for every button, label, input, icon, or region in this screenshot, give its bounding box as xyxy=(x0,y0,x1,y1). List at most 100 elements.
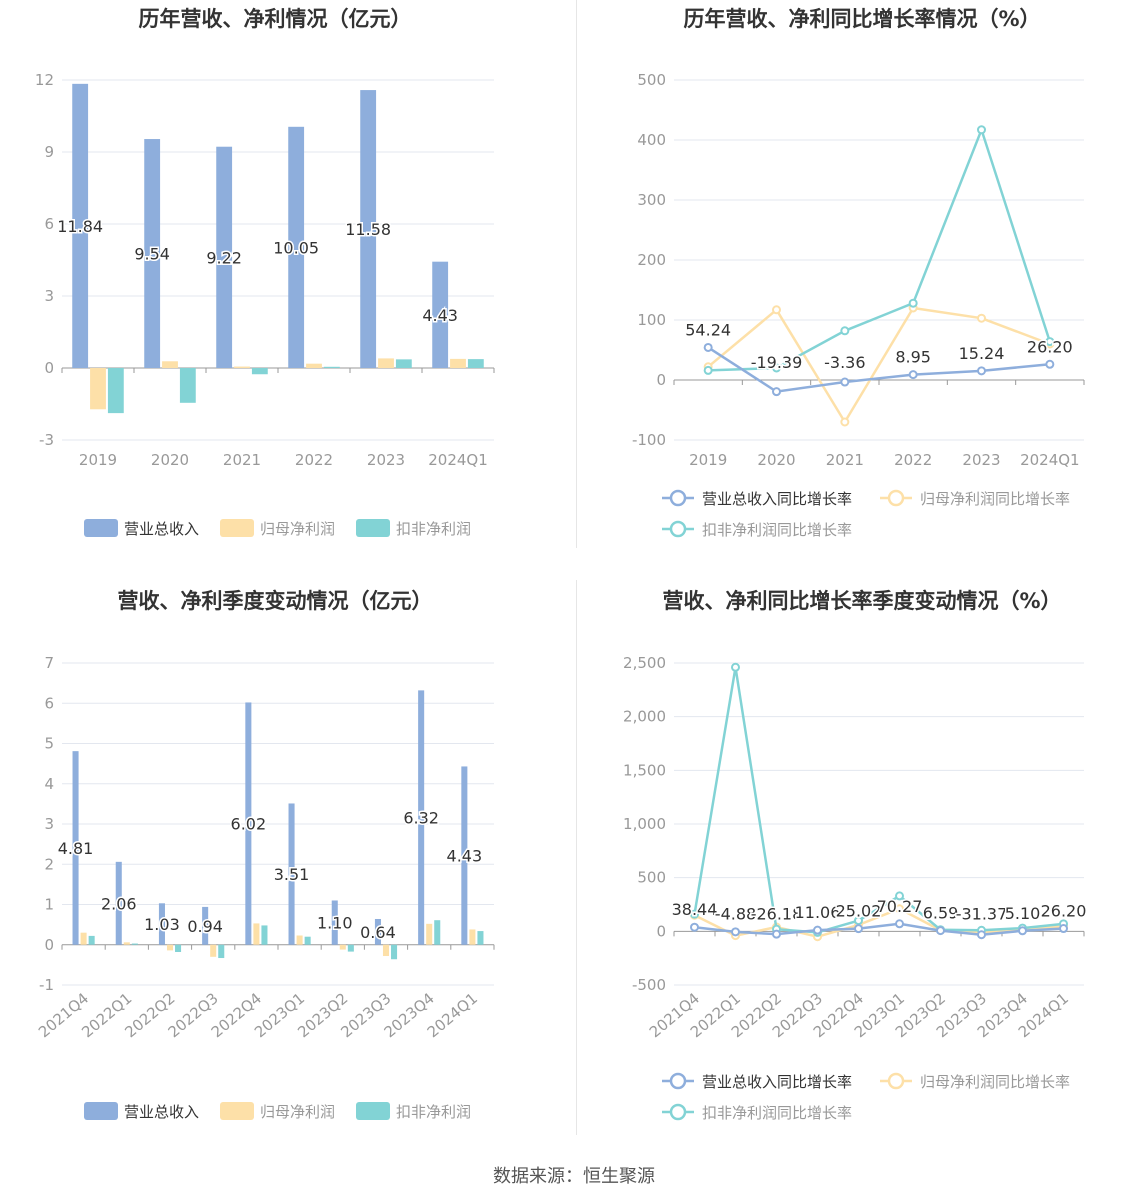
legend-swatch-marker xyxy=(887,1072,905,1090)
series-point xyxy=(840,417,850,427)
data-label: -3.36 xyxy=(824,353,865,372)
data-label: 1.10 xyxy=(317,914,353,933)
y-tick-label: 2,000 xyxy=(623,708,666,726)
x-tick-label: 2022 xyxy=(894,451,932,469)
series-point xyxy=(731,662,740,672)
data-label: 9.54 xyxy=(134,245,170,264)
y-tick-label: 300 xyxy=(637,191,666,209)
legend-swatch xyxy=(220,519,254,537)
bar xyxy=(323,366,340,368)
legend-swatch xyxy=(84,1102,118,1120)
series-point xyxy=(813,925,822,935)
bar xyxy=(477,931,484,945)
vertical-divider xyxy=(576,580,577,1135)
legend-label: 营业总收入同比增长率 xyxy=(702,1073,852,1091)
data-label: 11.06 xyxy=(795,903,841,922)
annual-amounts-svg: 历年营收、净利情况（亿元） -3 0 3 6 9 12 2019 2020 2021 2022 20… xyxy=(35,7,495,538)
series-point xyxy=(703,365,713,375)
chart-quarterly-growth: 营收、净利同比增长率季度变动情况（%） -500 0 500 1,000 1,500 2,… xyxy=(576,580,1148,1150)
legend-swatch-marker xyxy=(669,520,687,538)
bar xyxy=(374,918,381,945)
bar xyxy=(395,359,412,368)
series-point xyxy=(1045,337,1055,347)
y-tick-label: -3 xyxy=(39,431,54,449)
bar xyxy=(245,702,252,945)
bar xyxy=(467,359,484,368)
series-point xyxy=(703,342,713,352)
vertical-divider xyxy=(576,0,577,548)
series-point xyxy=(1045,359,1055,369)
data-label: -26.18 xyxy=(751,904,803,923)
data-label: 11.84 xyxy=(57,217,103,236)
chart-title: 营收、净利季度变动情况（亿元） xyxy=(118,589,433,613)
bar xyxy=(251,368,268,375)
series-point xyxy=(1018,926,1027,936)
x-tick-label: 2021 xyxy=(223,451,261,469)
chart-title: 历年营收、净利同比增长率情况（%） xyxy=(683,7,1040,31)
legend-swatch xyxy=(356,1102,390,1120)
y-tick-label: 7 xyxy=(44,654,54,672)
y-tick-label: 0 xyxy=(656,922,666,940)
x-tick-label: 2024Q1 xyxy=(1020,451,1080,469)
series-line xyxy=(707,346,1050,393)
data-label: 4.43 xyxy=(447,847,483,866)
series-point xyxy=(977,366,986,376)
data-label: 6.02 xyxy=(231,815,267,834)
bar xyxy=(72,83,89,368)
y-tick-label: 400 xyxy=(637,131,666,149)
bar xyxy=(131,943,138,945)
data-label: -19.39 xyxy=(751,353,803,372)
series-point xyxy=(895,891,904,901)
data-label: 5.10 xyxy=(1005,904,1041,923)
y-tick-label: -1 xyxy=(39,976,54,994)
bar xyxy=(218,944,225,959)
series-point xyxy=(895,919,904,929)
legend-label: 营业总收入 xyxy=(124,520,199,538)
bar xyxy=(432,261,449,368)
series-point xyxy=(772,363,781,373)
bar xyxy=(469,929,476,945)
series-point xyxy=(908,370,918,380)
y-tick-label: 6 xyxy=(44,694,54,712)
x-tick-label: 2021 xyxy=(826,451,864,469)
legend-label: 扣非净利润同比增长率 xyxy=(702,1104,852,1122)
series-point xyxy=(854,916,863,926)
y-tick-label: 0 xyxy=(44,936,54,954)
series-point xyxy=(895,904,904,914)
series-line xyxy=(708,126,1052,372)
bar xyxy=(418,690,425,945)
legend-swatch-marker xyxy=(669,1072,687,1090)
data-label: 70.27 xyxy=(877,897,923,916)
series-point xyxy=(840,377,850,387)
legend-swatch xyxy=(220,1102,254,1120)
data-label: 26.20 xyxy=(1041,902,1087,921)
bar xyxy=(166,944,174,951)
bar xyxy=(88,935,95,945)
y-tick-label: 9 xyxy=(44,143,54,161)
data-label: 15.24 xyxy=(959,344,1005,363)
x-tick-label: 2022 xyxy=(295,451,333,469)
series-point xyxy=(690,909,699,919)
data-label: 0.64 xyxy=(360,923,396,942)
legend-label: 营业总收入 xyxy=(124,1103,199,1121)
series-line xyxy=(707,306,1051,425)
x-tick-label: 2023 xyxy=(367,451,405,469)
bar xyxy=(144,139,161,368)
x-tick-label: 2020 xyxy=(151,451,189,469)
bar xyxy=(360,90,377,368)
data-label: 6.32 xyxy=(403,809,439,828)
series-point xyxy=(977,313,986,323)
bar xyxy=(90,368,106,410)
bar xyxy=(382,944,390,957)
data-label: 54.24 xyxy=(685,320,731,339)
y-tick-label: 4 xyxy=(44,775,54,793)
legend-swatch-marker xyxy=(669,1103,687,1121)
bar xyxy=(347,944,354,952)
series-point xyxy=(772,305,781,315)
data-label: 10.05 xyxy=(273,238,319,257)
legend-label: 营业总收入同比增长率 xyxy=(702,490,852,508)
data-label: -4.88 xyxy=(715,904,756,923)
chart-quarterly-amounts: 营收、净利季度变动情况（亿元） -1 0 1 2 3 4 5 6 7 2021Q4 2022Q1 20… xyxy=(0,580,576,1150)
data-label: 3.51 xyxy=(274,865,310,884)
legend-swatch xyxy=(84,519,118,537)
